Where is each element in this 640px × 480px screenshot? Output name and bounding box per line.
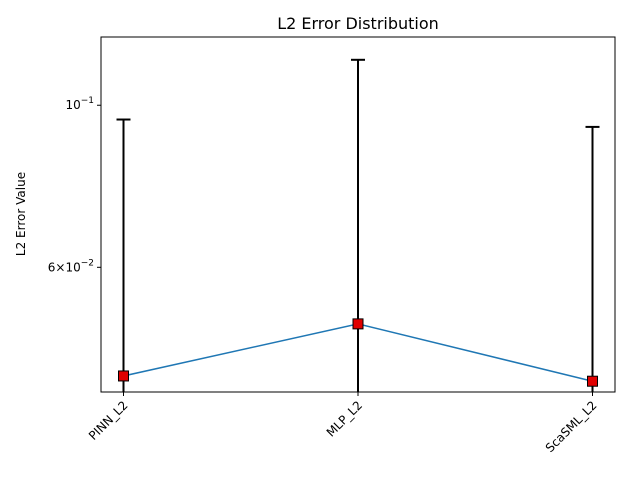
y-tick-label-1: 6×10−2	[48, 258, 94, 274]
x-tick-label-1: MLP_L2	[324, 398, 365, 439]
x-tick-label-0: PINN_L2	[86, 398, 131, 443]
plot-frame	[100, 36, 616, 393]
chart-title: L2 Error Distribution	[277, 14, 439, 33]
plot-area: 10−1 6×10−2 PINN_L2 MLP_L2 ScaSML_L2	[48, 58, 600, 455]
data-point-1	[352, 318, 364, 330]
y-tick-label-0: 10−1	[65, 96, 94, 112]
y-axis-label: L2 Error Value	[14, 172, 28, 256]
x-tick-label-2: ScaSML_L2	[543, 398, 600, 455]
data-point-2	[587, 375, 598, 387]
data-point-0	[118, 370, 129, 382]
